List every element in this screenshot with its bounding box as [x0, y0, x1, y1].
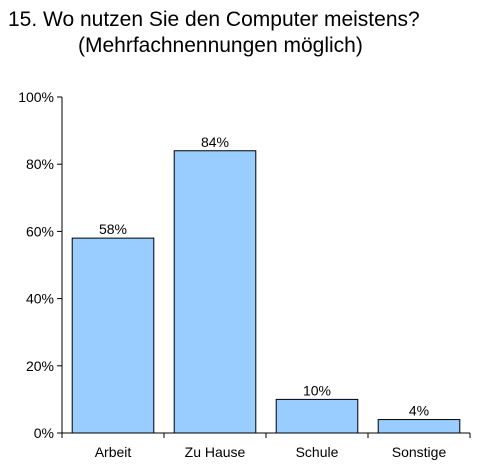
x-tick-label: Arbeit [95, 444, 132, 460]
bars-group [71, 150, 461, 434]
x-tick-label: Schule [296, 444, 339, 460]
axes-group [57, 96, 471, 438]
y-tick-label: 80% [26, 156, 54, 172]
x-tick-label: Sonstige [392, 444, 447, 460]
y-tick-label: 40% [26, 291, 54, 307]
data-label: 4% [409, 403, 429, 419]
bar-schule [275, 398, 359, 434]
y-tick-label: 20% [26, 358, 54, 374]
chart-title: 15. Wo nutzen Sie den Computer meistens?… [0, 7, 478, 59]
y-tick-label: 100% [18, 89, 54, 105]
y-tick-label: 0% [34, 425, 54, 441]
data-label: 84% [201, 134, 229, 150]
bar-sonstige [377, 419, 461, 434]
labels-group: 58% Arbeit 84% Zu Hause 10% Schule 4% Sonstige 0… [18, 89, 446, 460]
chart-title-line1: 15. Wo nutzen Sie den Computer meistens? [8, 8, 420, 31]
x-tick-label: Zu Hause [185, 444, 246, 460]
bar-zu-hause [173, 150, 257, 434]
data-label: 58% [99, 221, 127, 237]
chart-title-line2: (Mehrfachnennungen möglich) [78, 34, 363, 57]
y-tick-label: 60% [26, 223, 54, 239]
bar-arbeit [71, 237, 155, 434]
data-label: 10% [303, 382, 331, 398]
